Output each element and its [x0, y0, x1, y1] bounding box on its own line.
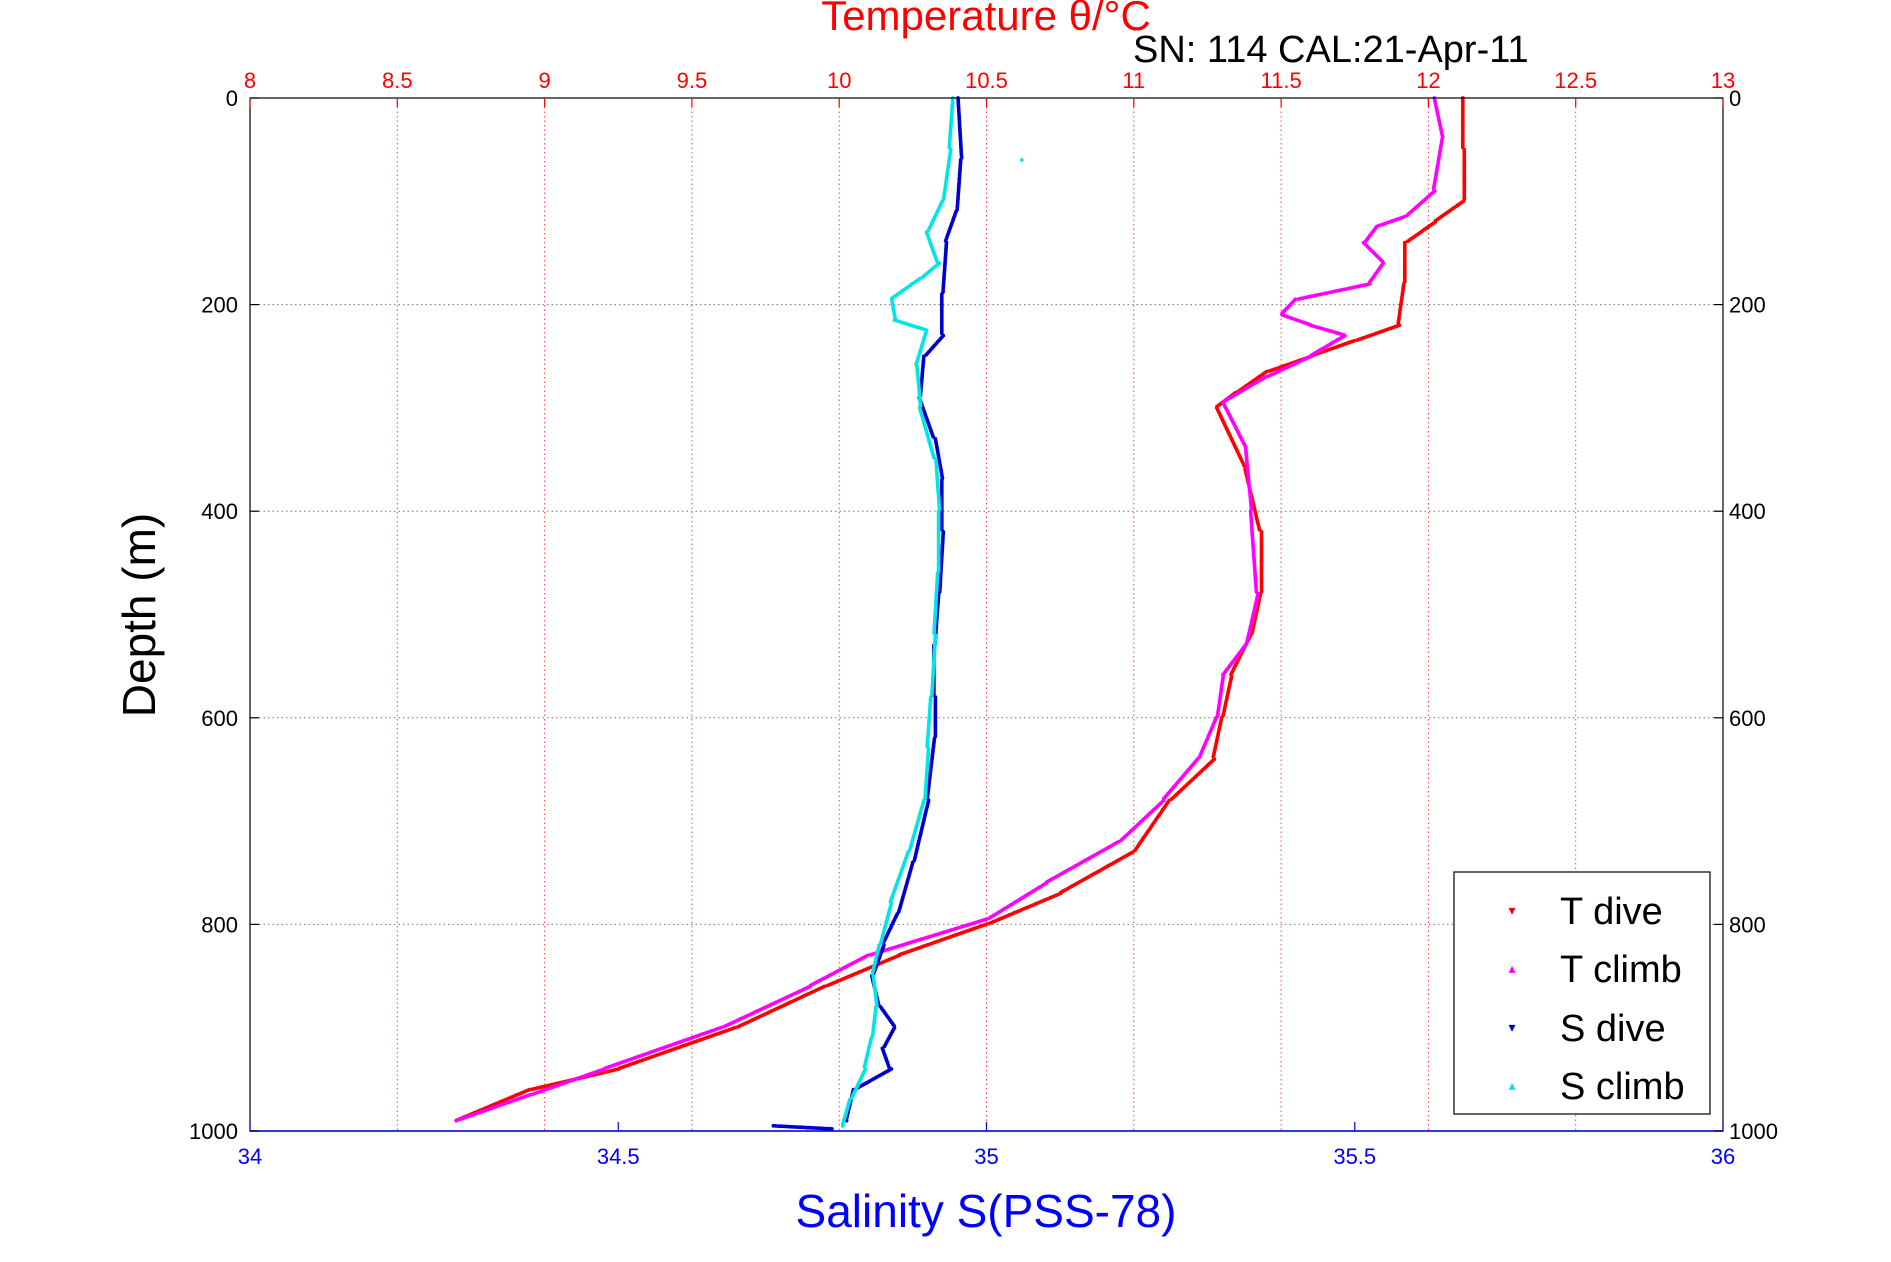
legend-marker-s-dive: ▾: [1508, 1019, 1515, 1035]
y-tick-label-left: 0: [226, 86, 238, 111]
top-axis: 8 8.5 9 9.5 10 10.5 11 11.5 12 12.5 13: [244, 68, 1735, 107]
bottom-axis-title: Salinity S(PSS-78): [796, 1185, 1177, 1237]
y-tick-label-left: 600: [201, 706, 238, 731]
bottom-tick-label: 36: [1711, 1144, 1735, 1169]
data-point: [829, 1127, 834, 1131]
data-point: [1355, 338, 1360, 342]
legend-label-t-climb: T climb: [1560, 949, 1682, 991]
data-point: [1267, 374, 1271, 378]
data-point: [987, 916, 992, 920]
data-point: [840, 1123, 845, 1128]
top-tick-label: 12: [1416, 68, 1440, 93]
top-tick-label: 10.5: [965, 68, 1008, 93]
y-tick-label-right: 200: [1729, 293, 1766, 318]
top-tick-label: 8.5: [382, 68, 413, 93]
bottom-tick-label: 34: [238, 1144, 262, 1169]
data-point: [722, 1024, 726, 1029]
y-tick-label-left: 200: [201, 293, 238, 318]
bottom-tick-label: 35.5: [1333, 1144, 1376, 1169]
y-tick-label-right: 1000: [1729, 1119, 1778, 1144]
top-tick-label: 11: [1122, 68, 1145, 93]
legend-marker-s-climb: ▴: [1508, 1077, 1515, 1093]
y-tick-label-right: 400: [1729, 499, 1766, 524]
data-point: [987, 921, 991, 926]
series-s-climb: [840, 96, 955, 1128]
series-extra-4: [771, 1123, 834, 1131]
series-extra-5: [1020, 158, 1024, 162]
top-tick-label: 8: [244, 68, 256, 93]
y-tick-label-left: 800: [201, 912, 238, 937]
series-layer: [454, 96, 1467, 1131]
data-point: [531, 1092, 535, 1096]
legend-label-s-dive: S dive: [1560, 1008, 1666, 1050]
y-axis-title: Depth (m): [113, 513, 165, 717]
series-t-climb: [454, 96, 1445, 1123]
top-tick-label: 13: [1711, 68, 1735, 93]
bottom-tick-label: 34.5: [597, 1144, 640, 1169]
data-point: [454, 1118, 459, 1123]
data-point: [736, 1024, 740, 1029]
top-tick-label: 11.5: [1261, 68, 1302, 93]
bottom-axis: 34 34.5 35 35.5 36: [238, 1122, 1735, 1169]
y-tick-label-left: 1000: [189, 1119, 238, 1144]
legend: ▾ T dive ▴ T climb ▾ S dive ▴ S climb: [1453, 871, 1711, 1115]
bottom-tick-label: 35: [974, 1144, 998, 1169]
chart-title: SN: 114 CAL:21-Apr-11: [1133, 29, 1529, 71]
data-point: [530, 1087, 535, 1092]
legend-marker-t-dive: ▾: [1508, 902, 1515, 918]
legend-box: [1453, 871, 1711, 1115]
data-point: [1267, 369, 1272, 373]
y-tick-label-right: 600: [1729, 706, 1766, 731]
y-tick-label-right: 0: [1729, 86, 1741, 111]
data-point: [1405, 239, 1410, 244]
data-point: [1020, 158, 1024, 162]
y-axis: 0 0 200 200 400 400 600 600 800 800 1000 1000: [189, 86, 1778, 1144]
y-tick-label-right: 800: [1729, 912, 1766, 937]
data-point: [825, 983, 830, 988]
top-tick-label: 9: [538, 68, 550, 93]
legend-label-s-climb: S climb: [1560, 1066, 1685, 1108]
top-tick-label: 12.5: [1554, 68, 1597, 93]
data-point: [1296, 297, 1301, 301]
top-axis-title: Temperature θ/°C: [821, 0, 1151, 39]
legend-label-t-dive: T dive: [1560, 891, 1663, 933]
top-tick-label: 9.5: [677, 68, 708, 93]
data-point: [868, 952, 873, 957]
y-tick-label-left: 400: [201, 499, 238, 524]
legend-marker-t-climb: ▴: [1508, 960, 1515, 976]
top-tick-label: 10: [827, 68, 851, 93]
